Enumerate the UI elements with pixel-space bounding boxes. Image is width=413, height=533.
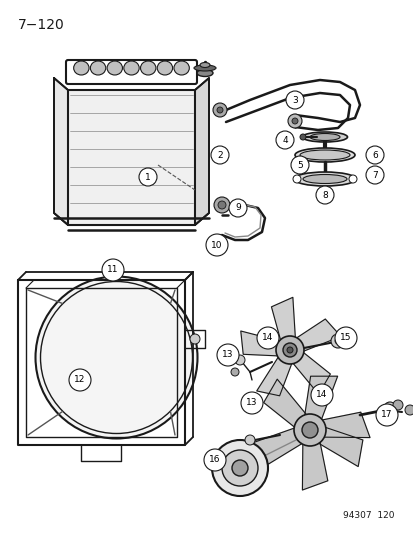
- Polygon shape: [263, 379, 313, 437]
- Polygon shape: [54, 78, 68, 225]
- Circle shape: [383, 402, 395, 414]
- Text: 5: 5: [297, 160, 302, 169]
- Circle shape: [299, 134, 305, 140]
- Circle shape: [214, 197, 230, 213]
- Polygon shape: [286, 344, 330, 394]
- Polygon shape: [302, 427, 327, 490]
- Circle shape: [230, 368, 238, 376]
- Ellipse shape: [302, 174, 346, 183]
- Text: 7−120: 7−120: [18, 18, 64, 32]
- Circle shape: [286, 347, 292, 353]
- Circle shape: [334, 338, 340, 344]
- Text: 94307  120: 94307 120: [343, 511, 394, 520]
- Text: 13: 13: [222, 351, 233, 359]
- Ellipse shape: [74, 61, 89, 75]
- Circle shape: [392, 400, 402, 410]
- Polygon shape: [256, 349, 296, 396]
- Circle shape: [206, 234, 228, 256]
- Polygon shape: [271, 297, 295, 353]
- Polygon shape: [307, 412, 369, 438]
- Circle shape: [139, 168, 157, 186]
- Circle shape: [315, 186, 333, 204]
- Circle shape: [240, 392, 262, 414]
- Ellipse shape: [197, 69, 212, 77]
- Text: 2: 2: [217, 150, 222, 159]
- Ellipse shape: [294, 148, 354, 162]
- Circle shape: [301, 422, 317, 438]
- Circle shape: [211, 146, 228, 164]
- Polygon shape: [285, 319, 340, 355]
- Circle shape: [190, 334, 199, 344]
- Text: 17: 17: [380, 410, 392, 419]
- Polygon shape: [240, 331, 290, 357]
- Circle shape: [221, 450, 257, 486]
- Circle shape: [334, 327, 356, 349]
- Circle shape: [291, 118, 297, 124]
- Circle shape: [216, 107, 223, 113]
- Circle shape: [330, 334, 344, 348]
- Text: 8: 8: [321, 190, 327, 199]
- Ellipse shape: [157, 61, 172, 75]
- Text: 7: 7: [371, 171, 377, 180]
- Text: 14: 14: [316, 391, 327, 400]
- Circle shape: [216, 344, 238, 366]
- Ellipse shape: [173, 61, 189, 75]
- Polygon shape: [308, 423, 362, 466]
- Text: 12: 12: [74, 376, 85, 384]
- Ellipse shape: [107, 61, 122, 75]
- Circle shape: [348, 175, 356, 183]
- Circle shape: [212, 103, 226, 117]
- Ellipse shape: [309, 133, 339, 141]
- Circle shape: [256, 327, 278, 349]
- Circle shape: [275, 131, 293, 149]
- Circle shape: [290, 156, 308, 174]
- Circle shape: [365, 166, 383, 184]
- Circle shape: [211, 440, 267, 496]
- Circle shape: [404, 405, 413, 415]
- Text: 11: 11: [107, 265, 119, 274]
- Circle shape: [204, 449, 225, 471]
- Circle shape: [218, 201, 225, 209]
- Circle shape: [228, 199, 247, 217]
- Text: 4: 4: [282, 135, 287, 144]
- Circle shape: [282, 343, 296, 357]
- Polygon shape: [302, 376, 337, 430]
- Text: 6: 6: [371, 150, 377, 159]
- Polygon shape: [195, 78, 209, 225]
- Circle shape: [102, 259, 124, 281]
- Text: 13: 13: [246, 399, 257, 408]
- Text: 9: 9: [235, 204, 240, 213]
- Circle shape: [292, 175, 300, 183]
- Text: 14: 14: [262, 334, 273, 343]
- Ellipse shape: [123, 61, 139, 75]
- Circle shape: [244, 435, 254, 445]
- Circle shape: [375, 404, 397, 426]
- Circle shape: [310, 384, 332, 406]
- Text: 3: 3: [292, 95, 297, 104]
- Circle shape: [365, 146, 383, 164]
- Text: 10: 10: [211, 240, 222, 249]
- Circle shape: [235, 355, 244, 365]
- Ellipse shape: [299, 150, 349, 160]
- Ellipse shape: [90, 61, 105, 75]
- Circle shape: [69, 369, 91, 391]
- Ellipse shape: [302, 132, 347, 142]
- Text: 15: 15: [339, 334, 351, 343]
- Text: 16: 16: [209, 456, 220, 464]
- Circle shape: [36, 277, 197, 439]
- Text: 1: 1: [145, 173, 150, 182]
- Ellipse shape: [194, 65, 216, 71]
- Circle shape: [287, 114, 301, 128]
- Ellipse shape: [140, 61, 156, 75]
- Circle shape: [285, 91, 303, 109]
- Circle shape: [231, 460, 247, 476]
- Circle shape: [275, 336, 303, 364]
- Circle shape: [293, 414, 325, 446]
- Polygon shape: [68, 90, 195, 225]
- Ellipse shape: [199, 62, 209, 68]
- Polygon shape: [250, 424, 314, 464]
- Ellipse shape: [293, 172, 355, 186]
